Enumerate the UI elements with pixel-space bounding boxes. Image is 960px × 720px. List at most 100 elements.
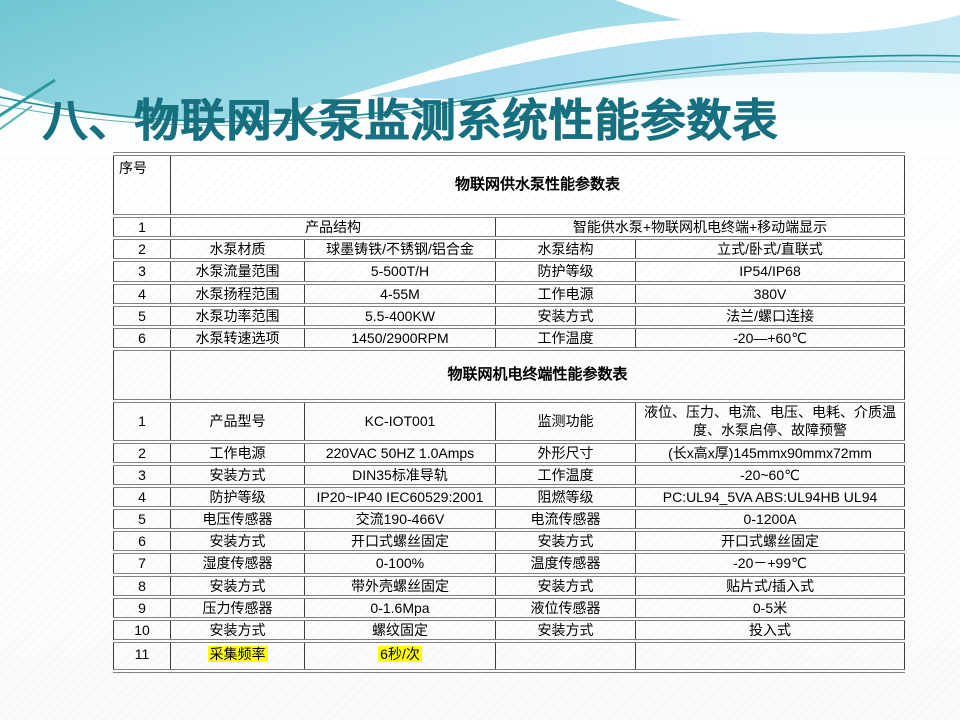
table-row: 2 工作电源 220VAC 50HZ 1.0Amps 外形尺寸 (长x高x厚)145mm…	[113, 439, 906, 466]
row-number: 5	[113, 302, 171, 329]
row-number: 2	[113, 236, 171, 263]
table-row: 5 水泵功率范围 5.5-400KW 安装方式 法兰/螺口连接	[113, 302, 906, 329]
table-cell: -20—+60℃	[634, 324, 906, 352]
row-number: 9	[113, 594, 171, 622]
table-cell: 贴片式/插入式	[634, 572, 906, 599]
table-cell: (长x高x厚)145mmx90mmx72mm	[634, 439, 906, 466]
table-cell: 水泵扬程范围	[170, 280, 305, 307]
row-number: 5	[113, 506, 171, 533]
row-number: 6	[113, 324, 171, 352]
table-cell: 5-500T/H	[304, 258, 496, 285]
corner-sliver-1	[0, 78, 56, 118]
row-number: 3	[113, 258, 171, 285]
table-cell: 水泵结构	[495, 236, 636, 263]
table-cell: 0-100%	[304, 550, 496, 577]
table-cell: 监测功能	[495, 399, 636, 444]
table-row: 7 湿度传感器 0-100% 温度传感器 -20－+99℃	[113, 550, 906, 577]
table-cell: 外形尺寸	[495, 439, 636, 466]
wave-white-foreground	[0, 71, 960, 155]
table-cell: 采集频率	[170, 639, 305, 674]
table-cell: 水泵转速选项	[170, 324, 305, 352]
wave-cyan-band	[0, 0, 960, 122]
table-row: 2 水泵材质 球墨铸铁/不锈钢/铝合金 水泵结构 立式/卧式/直联式	[113, 236, 906, 263]
table-cell: 阻燃等级	[495, 483, 636, 511]
row-number: 3	[113, 461, 171, 488]
table-cell	[495, 639, 636, 674]
table-cell: 安装方式	[495, 616, 636, 644]
row-number: 11	[113, 639, 171, 674]
table-cell: 安装方式	[495, 302, 636, 329]
table-row: 5 电压传感器 交流190-466V 电流传感器 0-1200A	[113, 506, 906, 533]
table-row: 11 采集频率 6秒/次	[113, 639, 906, 674]
spec-table-body: 序号 物联网供水泵性能参数表 1 产品结构 智能供水泵+物联网机电终端+移动端显示 2 水泵…	[113, 152, 906, 674]
section-header-row: 序号 物联网供水泵性能参数表	[113, 152, 906, 218]
table-row: 6 安装方式 开口式螺丝固定 安装方式 开口式螺丝固定	[113, 528, 906, 555]
row-number: 4	[113, 280, 171, 307]
table-cell: 380V	[634, 280, 906, 307]
table-row: 1 产品结构 智能供水泵+物联网机电终端+移动端显示	[113, 213, 906, 241]
table-cell: 电压传感器	[170, 506, 305, 533]
table-cell: 4-55M	[304, 280, 496, 307]
table-row: 4 防护等级 IP20~IP40 IEC60529:2001 阻燃等级 PC:UL94_…	[113, 483, 906, 511]
table-cell: 电流传感器	[495, 506, 636, 533]
table-cell: 智能供水泵+物联网机电终端+移动端显示	[494, 213, 906, 241]
highlighted-text: 6秒/次	[378, 646, 422, 663]
section-header-row: 物联网机电终端性能参数表	[113, 347, 906, 404]
table-cell: 安装方式	[170, 616, 305, 644]
table-cell: 交流190-466V	[304, 506, 496, 533]
table-cell: 0-1.6Mpa	[304, 594, 496, 622]
table-cell: 温度传感器	[495, 550, 636, 577]
row-number: 1	[113, 213, 171, 241]
table-cell: 工作电源	[170, 439, 305, 466]
slide-title: 八、物联网水泵监测系统性能参数表	[42, 95, 779, 146]
table-cell: KC-IOT001	[304, 399, 496, 444]
row-number: 4	[113, 483, 171, 511]
table-row: 9 压力传感器 0-1.6Mpa 液位传感器 0-5米	[113, 594, 906, 622]
table-cell: IP54/IP68	[634, 258, 906, 285]
table-cell: 工作电源	[495, 280, 636, 307]
corner-sliver-2	[0, 105, 33, 131]
table-cell: 工作温度	[495, 461, 636, 488]
table-cell: 液位、压力、电流、电压、电耗、介质温度、水泵启停、故障预警	[634, 399, 906, 444]
table-cell: 开口式螺丝固定	[634, 528, 906, 555]
table-cell: -20~60℃	[634, 461, 906, 488]
table-cell: 5.5-400KW	[304, 302, 496, 329]
table-cell: 球墨铸铁/不锈钢/铝合金	[304, 236, 496, 263]
table-row: 4 水泵扬程范围 4-55M 工作电源 380V	[113, 280, 906, 307]
section-title: 物联网机电终端性能参数表	[169, 347, 906, 404]
table-cell: 湿度传感器	[170, 550, 305, 577]
table-cell: 产品结构	[170, 213, 496, 241]
table-row: 3 安装方式 DIN35标准导轨 工作温度 -20~60℃	[113, 461, 906, 488]
table-cell: 压力传感器	[170, 594, 305, 622]
table-cell	[634, 639, 906, 674]
table-cell: 防护等级	[170, 483, 305, 511]
table-cell: PC:UL94_5VA ABS:UL94HB UL94	[634, 483, 906, 511]
row-number: 1	[113, 399, 171, 444]
table-row: 10 安装方式 螺纹固定 安装方式 投入式	[113, 616, 906, 644]
table-cell: -20－+99℃	[634, 550, 906, 577]
wave-white-crest	[615, 0, 960, 34]
table-cell: 水泵功率范围	[170, 302, 305, 329]
table-cell: 安装方式	[170, 572, 305, 599]
table-cell: 0-5米	[634, 594, 906, 622]
wave-thin-line-dark	[0, 54, 960, 123]
row-number: 6	[113, 528, 171, 555]
table-cell: 0-1200A	[634, 506, 906, 533]
table-cell: 安装方式	[170, 528, 305, 555]
section-title: 物联网供水泵性能参数表	[169, 152, 906, 218]
highlighted-text: 采集频率	[207, 646, 268, 663]
table-cell: 水泵流量范围	[170, 258, 305, 285]
row-number: 10	[113, 616, 171, 644]
table-cell: IP20~IP40 IEC60529:2001	[304, 483, 496, 511]
table-cell: 液位传感器	[495, 594, 636, 622]
table-row: 8 安装方式 带外壳螺丝固定 安装方式 贴片式/插入式	[113, 572, 906, 599]
table-cell: 安装方式	[495, 528, 636, 555]
row-number: 2	[113, 439, 171, 466]
table-cell: 安装方式	[495, 572, 636, 599]
seq-column-header: 序号	[113, 152, 171, 218]
table-cell: 220VAC 50HZ 1.0Amps	[304, 439, 496, 466]
table-cell: 法兰/螺口连接	[634, 302, 906, 329]
table-cell: 防护等级	[495, 258, 636, 285]
table-cell: 工作温度	[495, 324, 636, 352]
